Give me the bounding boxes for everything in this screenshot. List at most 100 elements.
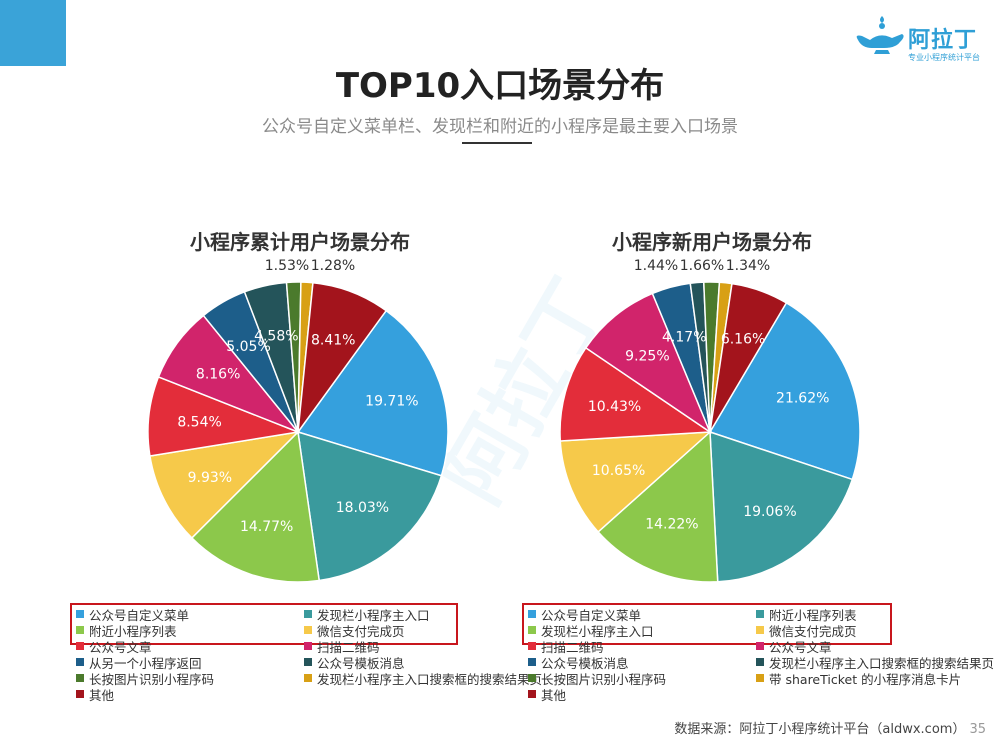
legend-item: 带 shareTicket 的小程序消息卡片 [756, 670, 962, 687]
legend-swatch [304, 626, 312, 634]
legend-item: 从另一个小程序返回 [76, 654, 202, 671]
legend-label: 公众号自定义菜单 [541, 607, 642, 623]
pie-slice [584, 292, 712, 435]
legend-item: 公众号模板消息 [528, 654, 629, 671]
legend-swatch [756, 642, 764, 650]
legend-swatch [528, 642, 536, 650]
legend-label: 附近小程序列表 [89, 623, 177, 639]
pie-data-label: 8.41% [311, 332, 355, 348]
legend-item: 发现栏小程序主入口搜索框的搜索结果页 [304, 670, 542, 687]
legend-swatch [76, 674, 84, 682]
legend-swatch [528, 674, 536, 682]
logo-tagline: 专业小程序统计平台 [908, 53, 980, 62]
legend-label: 附近小程序列表 [769, 607, 857, 623]
pie-data-label: 8.16% [196, 366, 240, 382]
legend-item: 微信支付完成页 [304, 622, 405, 639]
page-title: TOP10入口场景分布 [335, 66, 665, 106]
pie-data-label: 10.65% [592, 463, 645, 479]
pie-slice [296, 281, 388, 435]
legend-item: 其他 [528, 686, 566, 703]
legend-label: 公众号自定义菜单 [89, 607, 190, 623]
legend-item: 公众号模板消息 [304, 654, 405, 671]
pie-slice [190, 430, 321, 583]
legend-label: 公众号模板消息 [317, 655, 405, 671]
legend-label: 扫描二维码 [541, 639, 604, 655]
legend-swatch [76, 642, 84, 650]
legend-swatch [528, 690, 536, 698]
title-divider [462, 142, 532, 144]
legend-item: 附近小程序列表 [76, 622, 177, 639]
page-number: 35 [969, 722, 986, 737]
legend-label: 公众号文章 [769, 639, 832, 655]
legend-item: 微信支付完成页 [756, 622, 857, 639]
logo-text: 阿拉丁 [908, 28, 978, 53]
legend-label: 公众号文章 [89, 639, 152, 655]
legend-swatch [76, 610, 84, 618]
highlight-box-cumulative [70, 603, 458, 645]
pie-chart-cumulative: 19.71% 18.03% 14.77% 9.93% 8.54% 8.16% 5.05%4.… [147, 258, 449, 583]
legend-swatch [756, 674, 764, 682]
pie-data-label: 14.22% [645, 516, 698, 532]
pie-data-label: 1.53% [265, 258, 309, 274]
pie-slice [297, 430, 443, 582]
legend-item: 扫描二维码 [528, 638, 604, 655]
legend-label: 从另一个小程序返回 [89, 655, 202, 671]
pie-data-label: 4.58% [254, 328, 298, 344]
legend-swatch [528, 658, 536, 666]
legend-swatch [304, 674, 312, 682]
legend-item: 发现栏小程序主入口 [528, 622, 654, 639]
pie-data-label: 19.06% [743, 504, 796, 520]
logo: 阿拉丁 专业小程序统计平台 [852, 14, 982, 74]
legend-item: 长按图片识别小程序码 [76, 670, 214, 687]
legend-item: 长按图片识别小程序码 [528, 670, 667, 687]
legend-swatch [76, 690, 84, 698]
highlight-box-new-users [522, 603, 892, 645]
legend-swatch [528, 626, 536, 634]
pie-data-label: 19.71% [365, 394, 418, 410]
legend-swatch [528, 610, 536, 618]
legend-swatch [304, 610, 312, 618]
chart-title-new-users: 小程序新用户场景分布 [612, 230, 812, 254]
legend-item: 公众号自定义菜单 [528, 606, 642, 623]
legend-label: 长按图片识别小程序码 [541, 671, 667, 687]
pie-slice [597, 430, 719, 583]
pie-slice [296, 309, 449, 477]
pie-slice [149, 430, 301, 540]
page-subtitle: 公众号自定义菜单栏、发现栏和附近的小程序是最主要入口场景 [262, 117, 738, 137]
pie-data-label: 1.44% [634, 258, 678, 274]
pie-data-label: 6.16% [721, 332, 765, 348]
pie-slice [559, 346, 713, 442]
legend-label: 带 shareTicket 的小程序消息卡片 [769, 671, 962, 687]
legend-item: 其他 [76, 686, 115, 703]
legend-label: 其他 [89, 687, 115, 703]
pie-slice [708, 301, 861, 481]
pie-data-label: 21.62% [776, 390, 829, 406]
legend-item: 公众号文章 [756, 638, 832, 655]
legend-label: 微信支付完成页 [317, 623, 405, 639]
legend-label: 发现栏小程序主入口搜索框的搜索结果页 [769, 655, 995, 671]
legend-label: 微信支付完成页 [769, 623, 857, 639]
pie-data-label: 9.25% [625, 348, 669, 364]
corner-accent-block [0, 0, 66, 66]
pie-data-label: 18.03% [336, 500, 389, 516]
pie-slice [709, 430, 854, 583]
magic-lamp-icon [856, 16, 904, 54]
legend-label: 发现栏小程序主入口 [317, 607, 430, 623]
legend-swatch [304, 642, 312, 650]
legend-swatch [756, 626, 764, 634]
pie-slice [709, 282, 788, 433]
legend-label: 公众号模板消息 [541, 655, 629, 671]
legend-item: 发现栏小程序主入口 [304, 606, 430, 623]
pie-data-label: 10.43% [588, 399, 641, 415]
legend-item: 扫描二维码 [304, 638, 380, 655]
legend-swatch [76, 658, 84, 666]
chart-title-cumulative: 小程序累计用户场景分布 [190, 230, 410, 254]
pie-chart-new-users: 21.62% 19.06% 14.22% 10.65% 10.43% 9.25% 4.17%… [559, 258, 861, 583]
data-source: 数据来源：阿拉丁小程序统计平台（aldwx.com） [674, 722, 966, 737]
pie-data-label: 1.34% [726, 258, 770, 274]
pie-slice [559, 431, 713, 533]
legend-swatch [76, 626, 84, 634]
legend-label: 发现栏小程序主入口 [541, 623, 654, 639]
legend-swatch [304, 658, 312, 666]
pie-data-label: 1.28% [311, 258, 355, 274]
